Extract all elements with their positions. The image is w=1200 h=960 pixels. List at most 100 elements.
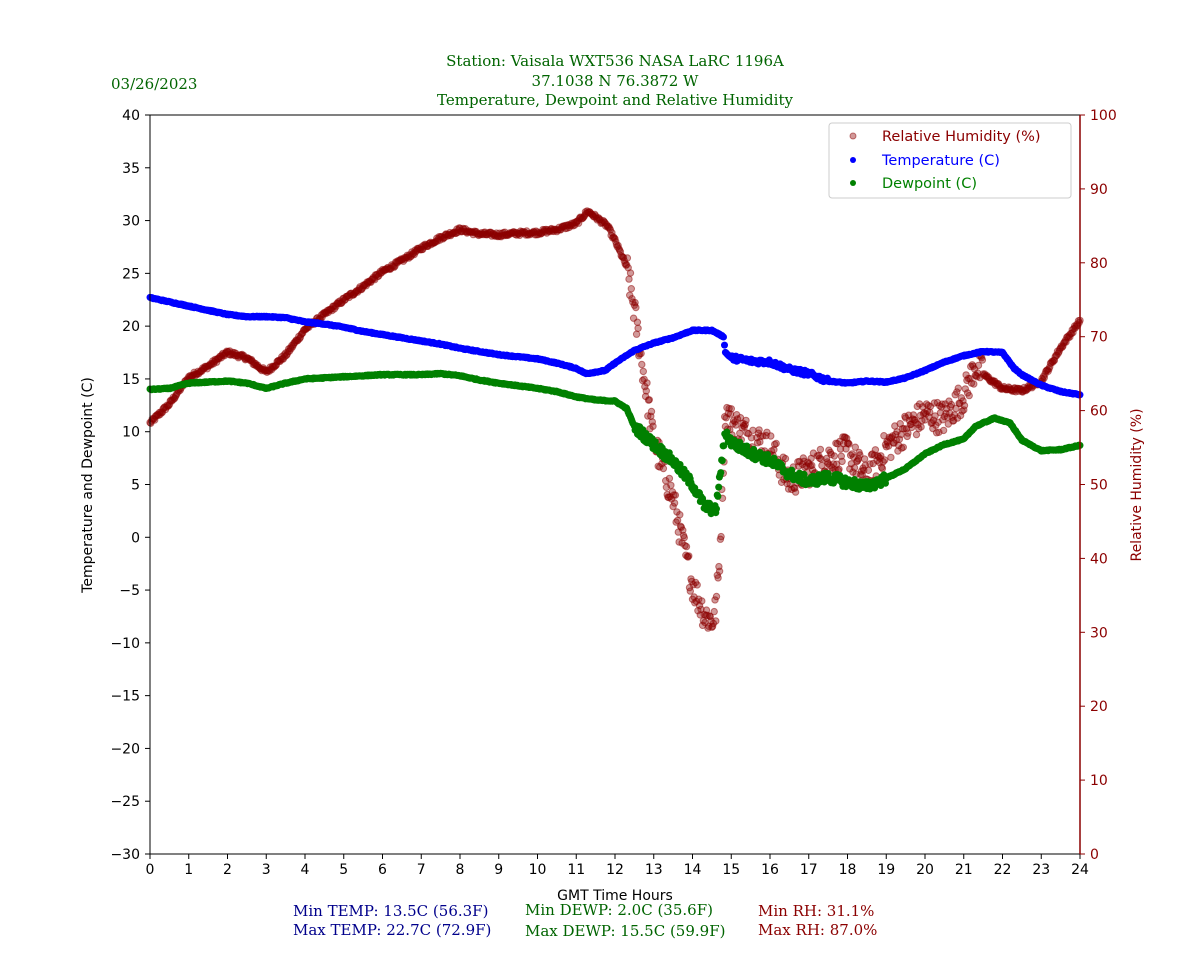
rh-point — [671, 491, 680, 499]
rh-point — [954, 384, 962, 392]
y-tick-label: −5 — [119, 583, 140, 599]
rh-point — [836, 445, 845, 453]
rh-point — [939, 426, 948, 435]
x-tick-label: 22 — [994, 862, 1012, 878]
rh-point — [667, 481, 675, 489]
rh-point — [950, 416, 958, 425]
y-axis-label: Temperature and Dewpoint (C) — [80, 377, 96, 594]
legend-marker-rh — [849, 132, 857, 140]
y-tick-label: 0 — [131, 530, 140, 546]
y-tick-label: 35 — [122, 161, 140, 177]
legend: Relative Humidity (%) Temperature (C) De… — [828, 122, 1072, 199]
rh-point — [899, 443, 907, 451]
x-tick-label: 10 — [529, 862, 547, 878]
y2-tick-label: 80 — [1090, 256, 1108, 272]
rh-point — [714, 574, 722, 582]
x-tick-label: 14 — [684, 862, 702, 878]
legend-marker-dewpoint — [850, 180, 856, 186]
rh-point — [961, 385, 969, 393]
x-tick-label: 18 — [839, 862, 857, 878]
dewpoint-series — [146, 369, 1084, 518]
dewpoint-point — [720, 442, 728, 450]
dewpoint-point — [713, 505, 720, 513]
dewpoint-point — [714, 492, 722, 500]
x-tick-label: 6 — [378, 862, 387, 878]
rh-point — [686, 587, 694, 595]
y-tick-label: 5 — [131, 478, 140, 494]
legend-marker-temperature — [850, 157, 856, 163]
rh-point — [850, 464, 859, 472]
rh-point — [908, 423, 916, 432]
x-tick-label: 1 — [184, 862, 193, 878]
y2-tick-label: 60 — [1090, 404, 1108, 420]
rh-point — [770, 446, 778, 454]
y2-tick-label: 40 — [1090, 551, 1108, 567]
title-line-2: 37.1038 N 76.3872 W — [532, 72, 699, 90]
rh-point — [838, 457, 846, 466]
y-tick-label: 25 — [122, 266, 140, 282]
title-line-3: Temperature, Dewpoint and Relative Humid… — [437, 91, 793, 109]
rh-point — [947, 400, 956, 409]
rh-point — [634, 324, 642, 332]
rh-point — [931, 412, 939, 420]
rh-point — [685, 552, 693, 560]
y-tick-label: −20 — [110, 741, 140, 757]
stat-min-dewp: Min DEWP: 2.0C (35.6F) — [525, 901, 713, 919]
rh-point — [878, 464, 887, 473]
rh-point — [676, 511, 684, 519]
rh-point — [712, 617, 720, 625]
rh-point — [816, 445, 825, 454]
rh-point — [710, 607, 718, 616]
rh-point — [633, 318, 642, 326]
x-tick-label: 17 — [800, 862, 818, 878]
x-axis-label: GMT Time Hours — [557, 888, 673, 904]
rh-point — [643, 379, 651, 387]
rh-point — [742, 416, 750, 425]
y2-tick-label: 50 — [1090, 478, 1108, 494]
title-line-1: Station: Vaisala WXT536 NASA LaRC 1196A — [446, 52, 784, 70]
rh-point — [880, 432, 888, 440]
rh-point — [638, 360, 646, 369]
date-label: 03/26/2023 — [111, 75, 197, 93]
rh-point — [965, 391, 973, 400]
x-tick-label: 12 — [606, 862, 624, 878]
stat-min-temp: Min TEMP: 13.5C (56.3F) — [293, 902, 488, 920]
rh-point — [647, 407, 656, 416]
rh-point — [887, 453, 895, 462]
rh-point — [698, 597, 706, 605]
rh-point — [627, 285, 635, 293]
dewpoint-point — [736, 438, 744, 446]
rh-point — [970, 380, 978, 388]
x-tick-label: 24 — [1071, 862, 1089, 878]
rh-point — [645, 396, 653, 404]
x-tick-label: 21 — [955, 862, 973, 878]
rh-point — [639, 367, 647, 376]
dewpoint-point — [651, 438, 659, 446]
rh-point — [679, 526, 687, 534]
x-tick-label: 0 — [146, 862, 155, 878]
rh-point — [680, 533, 688, 542]
stat-max-rh: Max RH: 87.0% — [758, 921, 877, 939]
rh-point — [881, 456, 889, 464]
legend-label-rh: Relative Humidity (%) — [882, 129, 1041, 145]
rh-point — [871, 446, 880, 454]
rh-point — [670, 499, 679, 507]
dewpoint-point — [676, 461, 684, 468]
x-tick-label: 23 — [1032, 862, 1050, 878]
rh-point — [917, 423, 925, 431]
x-tick-label: 5 — [339, 862, 348, 878]
rh-point — [659, 464, 668, 473]
rh-point — [623, 254, 632, 262]
rh-point — [715, 567, 724, 575]
rh-point — [926, 408, 934, 416]
y-tick-label: 30 — [122, 214, 140, 230]
legend-box — [828, 122, 1072, 199]
rh-point — [625, 275, 633, 283]
y2-tick-label: 20 — [1090, 699, 1108, 715]
y-tick-label: −30 — [110, 847, 140, 863]
rh-point — [830, 452, 838, 460]
rh-point — [851, 443, 859, 451]
rh-point — [860, 455, 869, 463]
y-axis-ticks: 40 35 30 25 20 15 10 5 0 −5 −10 −15 −20 −25 −30 — [110, 108, 150, 863]
